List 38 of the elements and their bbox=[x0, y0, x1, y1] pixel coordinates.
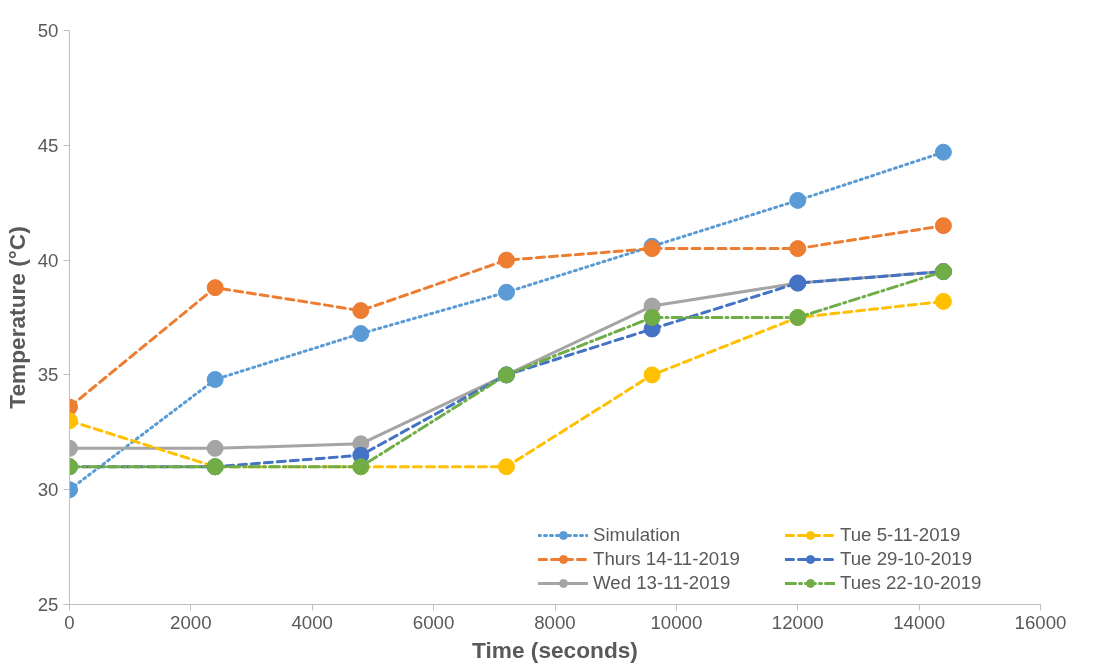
point bbox=[934, 292, 952, 310]
point bbox=[497, 458, 515, 476]
x-tick-label: 4000 bbox=[291, 611, 334, 633]
x-tick-label: 16000 bbox=[1014, 611, 1067, 633]
y-tick-label: 25 bbox=[37, 594, 59, 615]
legend-label: Wed 13-11-2019 bbox=[593, 572, 732, 594]
x-axis-title: Time (seconds) bbox=[472, 636, 638, 663]
y-tick-label: 35 bbox=[37, 364, 59, 386]
point bbox=[352, 302, 370, 320]
y-tick-label: 30 bbox=[37, 479, 59, 501]
x-tick-label: 12000 bbox=[771, 611, 824, 633]
legend-label: Simulation bbox=[593, 524, 682, 546]
point bbox=[643, 366, 661, 384]
point bbox=[206, 371, 224, 388]
point bbox=[206, 439, 224, 457]
y-tick-label: 45 bbox=[37, 134, 59, 156]
point bbox=[497, 283, 515, 301]
legend-label: Tue 5-11-2019 bbox=[840, 524, 962, 546]
point bbox=[934, 143, 952, 161]
point bbox=[497, 251, 515, 269]
x-tick-label: 2000 bbox=[170, 611, 212, 633]
legend-label: Tues 22-10-2019 bbox=[840, 572, 983, 594]
point bbox=[789, 191, 807, 209]
point bbox=[206, 279, 224, 297]
y-axis-title: Temperature (°C) bbox=[3, 226, 30, 409]
y-tick-label: 50 bbox=[37, 20, 59, 41]
point bbox=[643, 309, 661, 326]
point bbox=[789, 240, 807, 258]
y-tick-label: 40 bbox=[37, 249, 59, 271]
legend-label: Tue 29-10-2019 bbox=[840, 548, 974, 570]
x-tick-label: 6000 bbox=[412, 611, 455, 633]
point bbox=[934, 217, 952, 235]
point bbox=[352, 325, 370, 343]
x-tick-label: 8000 bbox=[534, 611, 576, 633]
x-tick-label: 0 bbox=[64, 611, 75, 633]
legend-label: Thurs 14-11-2019 bbox=[593, 548, 741, 570]
x-tick-label: 14000 bbox=[893, 611, 946, 633]
x-tick-label: 10000 bbox=[650, 611, 703, 633]
